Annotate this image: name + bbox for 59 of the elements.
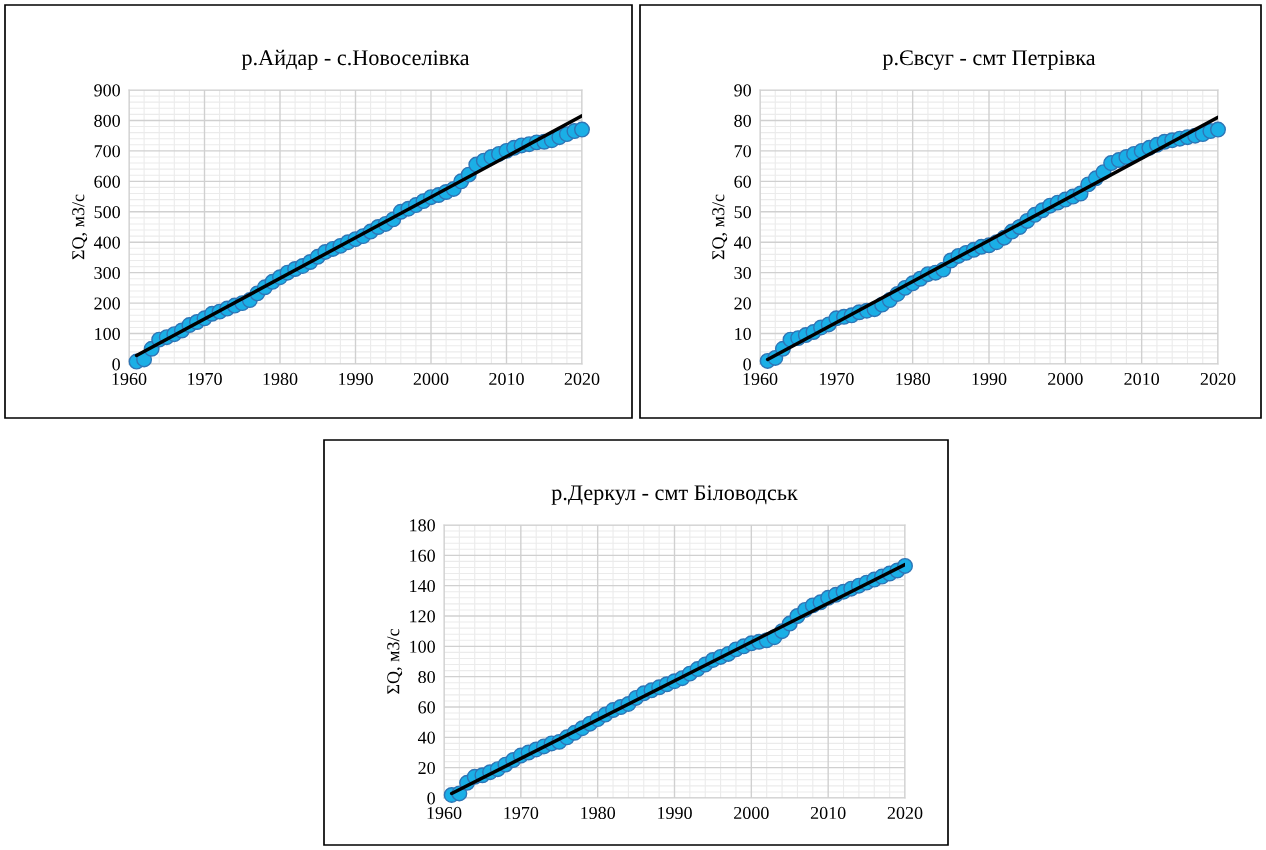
y-tick-label: 700 [94,145,120,158]
y-tick-label: 70 [734,145,751,158]
y-tick-label: 500 [94,206,120,219]
x-tick-label: 2000 [1048,372,1083,386]
y-tick-label: 100 [95,327,120,340]
y-tick-label: 120 [410,610,435,623]
x-tick-label: 1980 [581,806,616,820]
y-axis-title: ΣQ, м3/с [712,194,728,260]
x-tick-label: 1970 [504,806,539,820]
x-tick-label: 1960 [743,372,778,386]
y-tick-label: 300 [94,266,120,280]
y-tick-label: 0 [743,358,751,371]
point [1210,121,1226,138]
y-tick-label: 80 [734,114,751,127]
y-tick-label: 10 [735,327,751,340]
y-tick-label: 200 [94,297,120,310]
y-tick-label: 20 [734,297,751,310]
x-tick-label: 2010 [489,372,524,386]
x-tick-label: 1970 [188,372,222,386]
x-tick-label: 1970 [819,372,854,386]
y-tick-label: 60 [418,701,435,714]
x-tick-label: 2020 [564,372,600,386]
x-tick-label: 2000 [734,806,769,820]
x-tick-label: 1990 [339,372,373,386]
y-tick-label: 900 [94,84,120,97]
x-tick-label: 1960 [112,372,147,386]
y-axis-title: ΣQ, м3/с [387,629,403,694]
x-tick-label: 1980 [896,372,931,386]
x-tick-label: 2020 [1200,372,1236,386]
point [574,121,590,138]
x-tick-label: 1960 [427,806,462,820]
y-tick-label: 100 [410,640,435,653]
y-tick-label: 20 [418,761,435,775]
y-tick-label: 90 [734,84,751,97]
chart-title: р.Євсуг - смт Петрівка [882,50,1096,70]
y-tick-label: 40 [417,731,435,744]
x-tick-label: 2010 [810,806,846,820]
y-tick-label: 40 [733,236,751,249]
y-axis-title: ΣQ, м3/с [72,194,88,260]
y-tick-label: 80 [418,670,435,684]
y-tick-label: 50 [734,206,751,219]
chart-title: р.Айдар - с.Новоселівка [241,49,470,70]
y-tick-label: 0 [427,792,435,805]
y-tick-label: 800 [94,114,120,127]
y-tick-label: 140 [410,579,435,593]
x-tick-label: 1990 [972,372,1007,386]
x-tick-label: 2020 [887,806,923,820]
y-tick-label: 30 [734,266,751,280]
x-tick-label: 1980 [263,372,298,386]
y-tick-label: 180 [410,519,435,532]
x-tick-label: 2010 [1124,372,1160,386]
x-tick-label: 1990 [658,806,692,820]
y-tick-label: 160 [410,549,435,562]
chart-title: р.Деркул - смт Біловодськ [551,485,798,505]
x-tick-label: 2000 [413,372,449,386]
y-tick-label: 400 [93,236,120,249]
y-tick-label: 0 [112,358,120,371]
y-tick-label: 60 [734,175,751,188]
y-tick-label: 600 [94,175,120,188]
